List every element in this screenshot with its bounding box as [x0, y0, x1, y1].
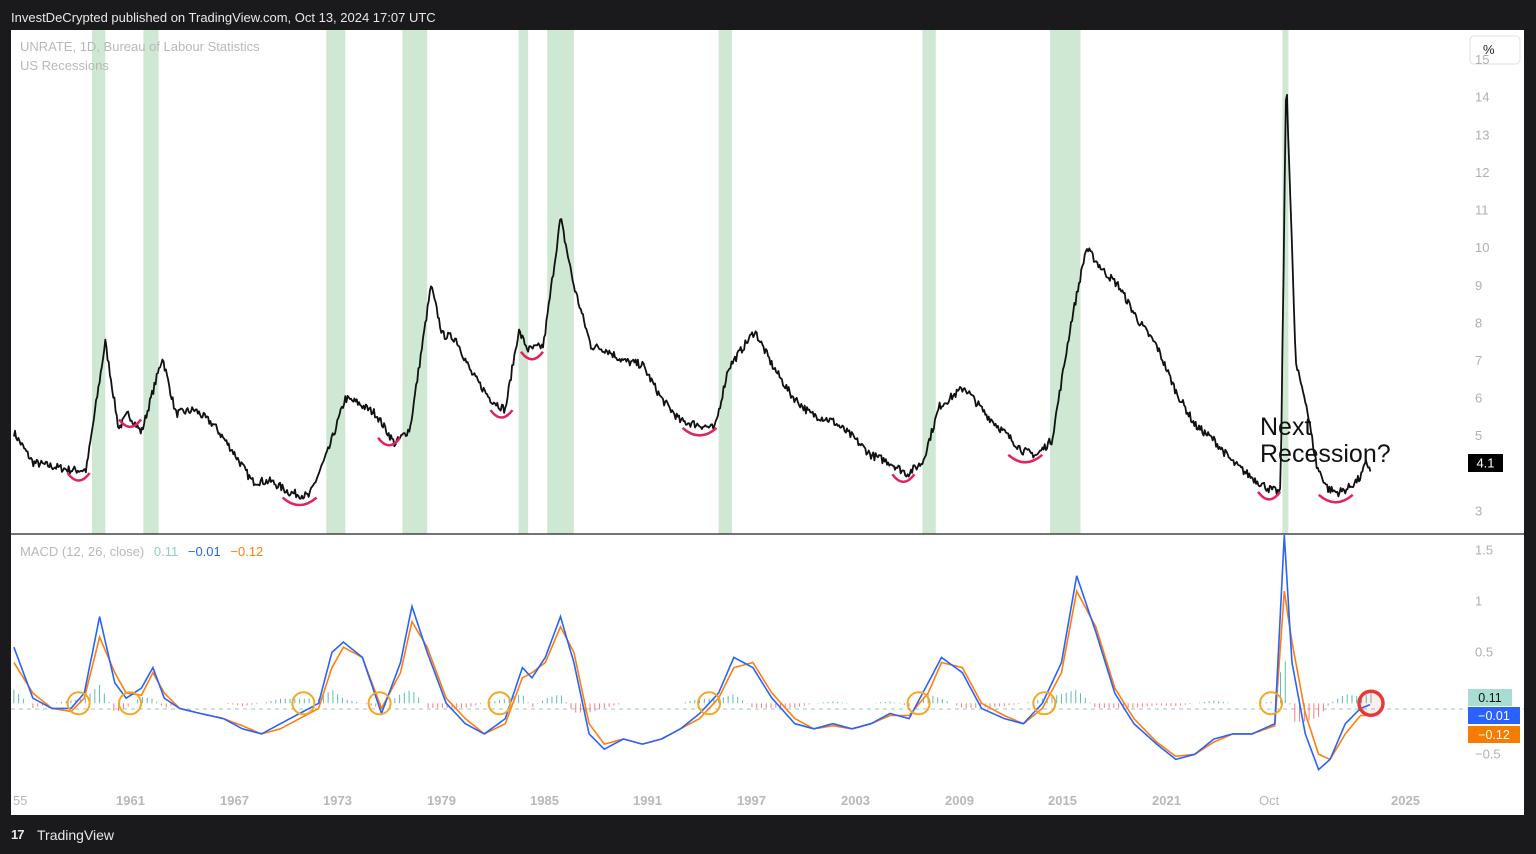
crossover-circle: [487, 691, 512, 716]
time-tick-label: 1967: [220, 793, 249, 808]
recession-band: [143, 30, 159, 534]
crossover-circle: [367, 691, 392, 716]
annotation-next: Next: [1260, 413, 1311, 441]
macd-lines: [13, 534, 1371, 771]
price-tick-label: 11: [1475, 203, 1489, 218]
macd-tick-label: −0.5: [1475, 746, 1501, 761]
unrate-line: [13, 94, 1372, 500]
hist-value-text: 0.11: [1478, 691, 1501, 705]
macd-legend-macd: −0.01: [188, 544, 221, 559]
time-tick-label: 2009: [945, 793, 974, 808]
price-tick-label: 8: [1475, 315, 1482, 330]
trough-marker: [1007, 453, 1044, 464]
annotation-recession: Recession?: [1260, 440, 1391, 468]
macd-tick-label: 1: [1475, 593, 1482, 608]
recession-band: [91, 30, 106, 534]
trough-marker: [66, 472, 91, 482]
time-tick-label: 1979: [427, 793, 456, 808]
crossover-circle: [906, 691, 931, 716]
recessions-legend[interactable]: US Recessions: [20, 58, 109, 73]
signal-value-text: −0.12: [1478, 728, 1510, 742]
macd-legend-hist: 0.11: [154, 544, 178, 559]
symbol-legend[interactable]: UNRATE, 1D, Bureau of Labour Statistics: [20, 39, 260, 54]
unit-button-label: %: [1483, 42, 1495, 57]
crossover-circle: [1259, 691, 1283, 716]
macd-histogram: [13, 661, 1372, 722]
tradingview-brand[interactable]: TradingView: [37, 827, 115, 843]
last-value-tag: [1468, 454, 1503, 472]
trough-marker: [681, 426, 718, 437]
price-tick-label: 3: [1475, 503, 1482, 518]
price-tick-label: 9: [1475, 278, 1482, 293]
recession-bands: [91, 30, 1289, 534]
trough-marker: [489, 409, 514, 419]
time-tick-label: 2021: [1152, 793, 1181, 808]
price-tick-label: 6: [1475, 391, 1482, 406]
recession-band: [402, 30, 428, 534]
crossover-circle: [118, 691, 143, 716]
macd-legend-signal: −0.12: [230, 544, 263, 559]
macd-tick-label: 0.5: [1475, 644, 1493, 659]
hist-value-tag: [1468, 689, 1512, 706]
time-tick-label: 1973: [323, 793, 352, 808]
macd-axis[interactable]: 1.5 1 0.5 −0.5: [1475, 542, 1501, 761]
macd-legend-name: MACD (12, 26, close): [20, 544, 144, 559]
trough-marker: [1257, 491, 1282, 501]
crossover-circle: [66, 691, 91, 716]
price-tick-label: 13: [1475, 127, 1489, 142]
chart-frame[interactable]: UNRATE, 1D, Bureau of Labour Statistics …: [11, 30, 1524, 815]
crossover-circle: [1032, 691, 1057, 716]
unrate-series: [13, 94, 1372, 500]
price-tick-label: 5: [1475, 428, 1482, 443]
trough-marker: [377, 436, 402, 447]
recession-band: [326, 30, 346, 534]
signal-line: [13, 588, 1370, 761]
time-tick-label: 1997: [737, 793, 766, 808]
current-crossover-circle: [1357, 689, 1385, 718]
publisher-line: InvestDeCrypted published on TradingView…: [11, 10, 436, 25]
price-axis[interactable]: 15 14 13 12 11 10 9 8 7 6 5 3: [1475, 52, 1489, 518]
time-tick-label: 1991: [633, 793, 662, 808]
crossover-circle: [697, 691, 722, 716]
last-value-text: 4.1: [1476, 456, 1494, 471]
trough-marker: [118, 418, 143, 429]
time-tick-label: 2025: [1391, 793, 1420, 808]
signal-value-tag: [1468, 726, 1520, 743]
price-tick-label: 10: [1475, 240, 1489, 255]
time-axis[interactable]: 55 1961 1967 1973 1979 1985 1991 1997 2003 2009 20…: [13, 793, 1420, 808]
time-tick-label: 55: [13, 793, 27, 808]
time-tick-label: 1961: [116, 793, 145, 808]
macd-value-tag: [1468, 707, 1520, 724]
publisher-bar: InvestDeCrypted published on TradingView…: [0, 0, 1536, 32]
price-tick-label: 15: [1475, 52, 1489, 67]
chart-svg[interactable]: UNRATE, 1D, Bureau of Labour Statistics …: [11, 30, 1524, 815]
crossover-circle: [291, 691, 316, 716]
time-tick-label: Oct: [1259, 793, 1280, 808]
trough-marker: [519, 350, 544, 361]
trough-marker: [891, 473, 916, 484]
recession-band: [518, 30, 529, 534]
trough-marker: [1317, 493, 1354, 504]
macd-line: [13, 534, 1371, 771]
time-tick-label: 2003: [841, 793, 870, 808]
trough-marker: [281, 496, 318, 507]
tradingview-logo[interactable]: 17: [11, 827, 25, 842]
unit-button[interactable]: [1469, 35, 1521, 65]
price-tick-label: 7: [1475, 353, 1482, 368]
price-tick-label: 14: [1475, 90, 1489, 105]
recession-band: [1050, 30, 1081, 534]
price-tick-label: 12: [1475, 165, 1489, 180]
time-tick-label: 1985: [530, 793, 559, 808]
recession-band: [1282, 30, 1289, 534]
crossover-markers: [66, 689, 1385, 718]
time-tick-label: 2015: [1048, 793, 1077, 808]
macd-value-text: −0.01: [1478, 709, 1510, 723]
macd-tick-label: 1.5: [1475, 542, 1493, 557]
recession-band: [718, 30, 732, 534]
footer-bar: 17 TradingView: [0, 818, 1536, 854]
recession-band: [922, 30, 936, 534]
macd-legend[interactable]: MACD (12, 26, close) 0.11 −0.01 −0.12: [20, 544, 263, 559]
trough-markers: [66, 350, 1354, 507]
